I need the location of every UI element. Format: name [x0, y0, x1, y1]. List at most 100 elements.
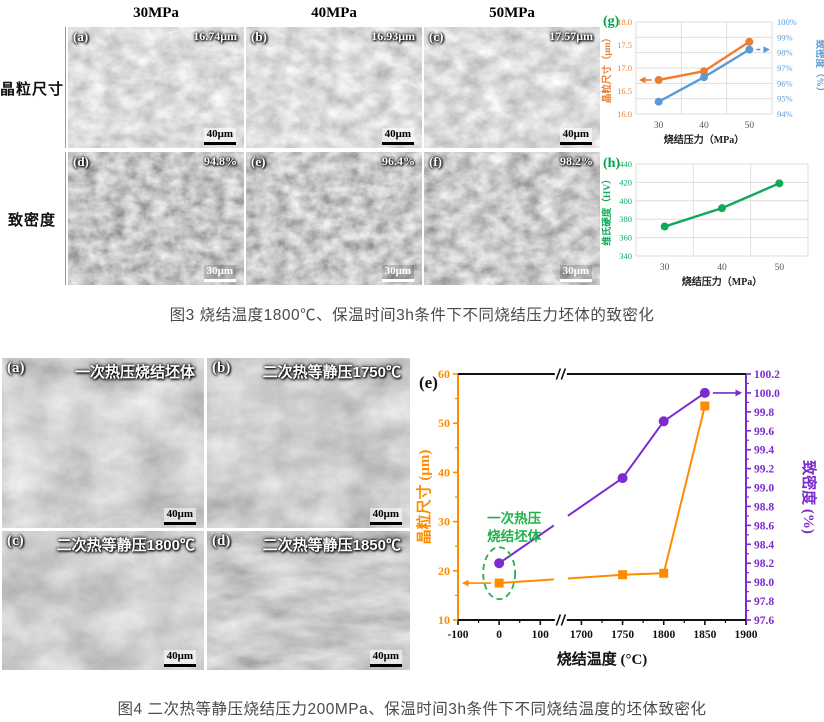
panel-letter: (c) [429, 29, 444, 44]
svg-text:30: 30 [654, 121, 664, 131]
svg-text:50: 50 [775, 263, 785, 273]
svg-text:97.6: 97.6 [754, 615, 774, 627]
svg-text:97%: 97% [777, 63, 793, 73]
svg-text:致密度（%）: 致密度（%） [814, 39, 824, 96]
micrograph-fig3-e: (e) 96.4% 30μm [246, 152, 422, 285]
column-header-40mpa: 40MPa [311, 5, 357, 21]
sem-texture [2, 531, 204, 670]
svg-text:60: 60 [438, 367, 450, 381]
svg-text:440: 440 [619, 159, 632, 169]
svg-text:98.0: 98.0 [754, 577, 774, 589]
figure4-caption: 图4 二次热等静压烧结压力200MPa、保温时间3h条件下不同烧结温度的坯体致密… [117, 701, 707, 718]
chart-h-vickers-hardness: 340 360 380 400 420 440 30 40 50 烧结压力（MPa） 维氏硬度（HV… [600, 150, 824, 292]
chart-g-grain-size-density: 16.0 16.5 17.0 17.5 18.0 94% 95% 96% 97% 98% 99% 10… [600, 8, 824, 150]
sem-texture [2, 358, 204, 528]
svg-text:1750: 1750 [611, 629, 634, 641]
sem-texture [68, 152, 244, 285]
table-divider [65, 152, 66, 285]
micrograph-fig4-d: (d) 二次热等静压1850℃ 40μm [207, 531, 410, 670]
scale-bar: 40μm [369, 650, 402, 667]
grain-size-value: 16.93μm [371, 29, 415, 43]
scale-bar: 40μm [369, 508, 402, 525]
svg-text:94%: 94% [777, 109, 793, 119]
svg-text:晶粒尺寸 (μm): 晶粒尺寸 (μm) [415, 450, 433, 545]
grain-size-value: 17.57μm [549, 29, 593, 43]
svg-text:1700: 1700 [570, 629, 593, 641]
scale-bar: 40μm [381, 128, 414, 145]
panel-letter: (b) [251, 29, 267, 44]
svg-text:(g): (g) [603, 14, 620, 29]
svg-text:40: 40 [717, 263, 727, 273]
sem-texture [246, 27, 422, 148]
svg-text:烧结压力（MPa）: 烧结压力（MPa） [664, 133, 745, 146]
svg-text:1800: 1800 [652, 629, 675, 641]
scale-bar: 40μm [559, 128, 592, 145]
svg-text:1900: 1900 [735, 629, 758, 641]
micrograph-title: 二次热等静压1750℃ [262, 364, 401, 381]
micrograph-fig3-a: (a) 16.74μm 40μm [68, 27, 244, 148]
svg-text:40: 40 [438, 465, 450, 479]
svg-text:30: 30 [660, 263, 670, 273]
scale-bar: 40μm [163, 508, 196, 525]
svg-text:98.2: 98.2 [754, 558, 774, 570]
figure3-caption: 图3 烧结温度1800℃、保温时间3h条件下不同烧结压力坯体的致密化 [169, 307, 655, 324]
micrograph-title: 二次热等静压1850℃ [262, 537, 401, 554]
panel-letter: (a) [73, 29, 89, 44]
panel-letter: (d) [212, 533, 231, 549]
svg-text:360: 360 [619, 233, 632, 243]
sem-texture [424, 152, 600, 285]
svg-text:烧结坯体: 烧结坯体 [487, 528, 541, 544]
svg-text:100%: 100% [777, 17, 797, 27]
sem-texture [424, 27, 600, 148]
row-label-grain-size: 晶粒尺寸 [0, 82, 65, 98]
row-label-density: 致密度 [7, 213, 56, 229]
svg-text:98%: 98% [777, 48, 793, 58]
micrograph-fig3-f: (f) 98.2% 30μm [424, 152, 600, 285]
svg-text:96%: 96% [777, 78, 793, 88]
svg-text:420: 420 [619, 177, 632, 187]
scale-bar: 30μm [381, 265, 414, 282]
svg-text:100: 100 [532, 629, 550, 641]
column-header-30mpa: 30MPa [133, 5, 179, 21]
svg-text:100.2: 100.2 [754, 369, 780, 381]
panel-letter: (c) [7, 533, 24, 549]
svg-text:380: 380 [619, 214, 632, 224]
svg-text:致密度 (%): 致密度 (%) [800, 460, 818, 534]
svg-text:40: 40 [699, 121, 709, 131]
micrograph-fig3-b: (b) 16.93μm 40μm [246, 27, 422, 148]
svg-text:99.4: 99.4 [754, 445, 774, 457]
svg-text:17.0: 17.0 [617, 63, 632, 73]
svg-text:50: 50 [438, 416, 450, 430]
svg-text:95%: 95% [777, 94, 793, 104]
svg-text:99.0: 99.0 [754, 483, 774, 495]
svg-text:99.8: 99.8 [754, 407, 774, 419]
svg-text:-100: -100 [447, 629, 468, 641]
svg-text:340: 340 [619, 251, 632, 261]
sem-texture [207, 531, 410, 670]
panel-letter: (f) [429, 154, 442, 169]
svg-text:16.0: 16.0 [617, 109, 632, 119]
svg-text:18.0: 18.0 [617, 17, 632, 27]
micrograph-fig4-a: (a) 一次热压烧结坯体 40μm [2, 358, 204, 528]
svg-text:97.8: 97.8 [754, 596, 774, 608]
svg-text:99%: 99% [777, 32, 793, 42]
sem-texture [68, 27, 244, 148]
svg-text:30: 30 [438, 515, 450, 529]
micrograph-fig3-c: (c) 17.57μm 40μm [424, 27, 600, 148]
svg-text:98.8: 98.8 [754, 501, 774, 513]
scale-bar: 30μm [203, 265, 236, 282]
svg-text:10: 10 [438, 613, 450, 627]
svg-text:一次热压: 一次热压 [487, 510, 541, 526]
panel-letter: (d) [73, 154, 89, 169]
chart-e-broken-axis: -100 0 100 1700 1750 1800 1850 1900 10 20 30 40 50 60… [414, 350, 824, 684]
svg-text:1850: 1850 [693, 629, 716, 641]
svg-text:(h): (h) [603, 156, 620, 171]
svg-text:烧结压力（MPa）: 烧结压力（MPa） [682, 275, 763, 288]
grain-size-value: 16.74μm [193, 29, 237, 43]
sem-texture [207, 358, 410, 528]
svg-text:400: 400 [619, 196, 632, 206]
svg-text:烧结温度 (°C): 烧结温度 (°C) [557, 650, 648, 668]
scale-bar: 40μm [163, 650, 196, 667]
panel-letter: (a) [7, 360, 25, 376]
svg-text:98.4: 98.4 [754, 539, 774, 551]
